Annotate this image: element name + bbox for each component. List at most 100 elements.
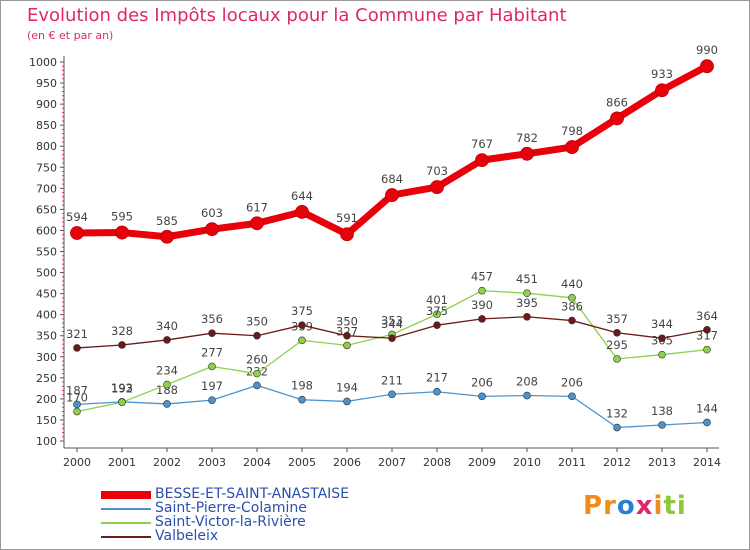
- data-label-2: 234: [156, 364, 178, 378]
- data-point-1: [568, 392, 576, 401]
- legend-label: Valbeleix: [155, 528, 219, 544]
- y-tick-label: 450: [36, 288, 57, 301]
- x-tick-label: 2003: [198, 456, 226, 469]
- data-point-0: [295, 205, 309, 219]
- data-label-1: 193: [111, 381, 133, 395]
- data-point-0: [700, 59, 714, 74]
- y-tick-label: 300: [36, 351, 57, 364]
- data-label-0: 990: [696, 43, 718, 57]
- data-label-2: 353: [381, 313, 403, 327]
- data-point-3: [73, 344, 81, 352]
- legend-swatch: [101, 536, 151, 538]
- data-label-3: 350: [336, 315, 358, 329]
- x-tick-label: 2000: [63, 456, 91, 469]
- series-line-0: [76, 63, 709, 241]
- logo-letter: i: [676, 491, 687, 521]
- data-label-3: 357: [606, 312, 628, 326]
- legend-swatch: [101, 508, 151, 510]
- data-label-0: 684: [381, 172, 403, 186]
- line-chart: 100 150 200 250 300 350 400 450 500 550 600 650 700 7…: [29, 43, 721, 469]
- data-label-1: 206: [471, 375, 493, 389]
- data-label-1: 144: [696, 401, 718, 415]
- y-tick-label: 650: [36, 203, 57, 216]
- y-tick-label: 350: [36, 330, 57, 343]
- chart-title: Evolution des Impôts locaux pour la Comm…: [27, 5, 567, 26]
- data-point-2: [163, 380, 171, 389]
- x-tick-label: 2002: [153, 456, 181, 469]
- y-tick-label: 850: [36, 119, 57, 132]
- x-tick-label: 2013: [648, 456, 676, 469]
- data-label-0: 594: [66, 210, 88, 224]
- data-point-3: [703, 326, 711, 334]
- data-point-3: [118, 341, 126, 349]
- data-point-1: [433, 387, 441, 396]
- x-tick-label: 2007: [378, 456, 406, 469]
- data-point-3: [478, 315, 486, 323]
- x-tick-label: 2004: [243, 456, 271, 469]
- data-label-1: 198: [291, 379, 313, 393]
- data-point-3: [298, 321, 306, 329]
- data-point-0: [520, 146, 534, 161]
- data-point-3: [658, 334, 666, 343]
- data-point-1: [163, 400, 171, 408]
- data-point-0: [115, 225, 129, 240]
- y-tick-label: 750: [36, 161, 57, 174]
- data-label-1: 194: [336, 380, 358, 394]
- legend-swatch: [101, 491, 151, 499]
- data-point-0: [475, 153, 489, 168]
- data-label-3: 386: [561, 300, 583, 314]
- data-point-0: [385, 188, 399, 202]
- data-label-3: 395: [516, 296, 538, 310]
- x-tick-label: 2005: [288, 456, 316, 469]
- data-label-0: 585: [156, 214, 178, 228]
- data-point-2: [73, 407, 81, 416]
- data-label-0: 798: [561, 124, 583, 138]
- data-point-2: [523, 289, 531, 297]
- y-tick-label: 1000: [29, 56, 57, 69]
- data-point-2: [613, 355, 621, 363]
- data-label-0: 603: [201, 206, 223, 220]
- data-label-1: 197: [201, 379, 223, 393]
- data-label-3: 328: [111, 324, 133, 338]
- data-label-1: 206: [561, 375, 583, 389]
- data-point-2: [568, 294, 576, 302]
- data-point-2: [658, 350, 666, 359]
- data-label-3: 340: [156, 319, 178, 333]
- y-tick-label: 800: [36, 140, 57, 153]
- data-label-2: 277: [201, 345, 223, 359]
- data-label-1: 187: [66, 383, 88, 397]
- logo-letter: P: [583, 491, 604, 521]
- x-tick-label: 2006: [333, 456, 361, 469]
- data-label-1: 217: [426, 371, 448, 385]
- data-label-2: 317: [696, 329, 718, 343]
- y-tick-label: 950: [36, 77, 57, 90]
- data-point-3: [613, 328, 621, 337]
- y-tick-label: 700: [36, 182, 57, 195]
- data-point-1: [658, 421, 666, 429]
- y-tick-label: 100: [36, 435, 57, 448]
- data-label-0: 933: [651, 67, 673, 81]
- data-label-0: 595: [111, 210, 133, 224]
- data-label-2: 401: [426, 293, 448, 307]
- data-point-3: [208, 329, 216, 337]
- x-tick-label: 2009: [468, 456, 496, 469]
- x-tick-label: 2014: [693, 456, 721, 469]
- data-label-3: 356: [201, 312, 223, 326]
- data-label-1: 208: [516, 375, 538, 389]
- data-point-1: [208, 396, 216, 404]
- data-point-1: [613, 423, 621, 432]
- data-point-2: [253, 369, 261, 378]
- data-point-0: [430, 180, 444, 194]
- data-label-1: 138: [651, 404, 673, 418]
- data-point-1: [343, 397, 351, 406]
- data-label-0: 644: [291, 189, 313, 203]
- x-tick-label: 2001: [108, 456, 136, 469]
- data-point-3: [523, 312, 531, 321]
- data-label-3: 375: [426, 304, 448, 318]
- logo-letter: r: [603, 491, 617, 521]
- data-point-2: [343, 341, 351, 350]
- data-point-1: [388, 390, 396, 399]
- data-point-3: [388, 334, 396, 343]
- x-tick-label: 2011: [558, 456, 586, 469]
